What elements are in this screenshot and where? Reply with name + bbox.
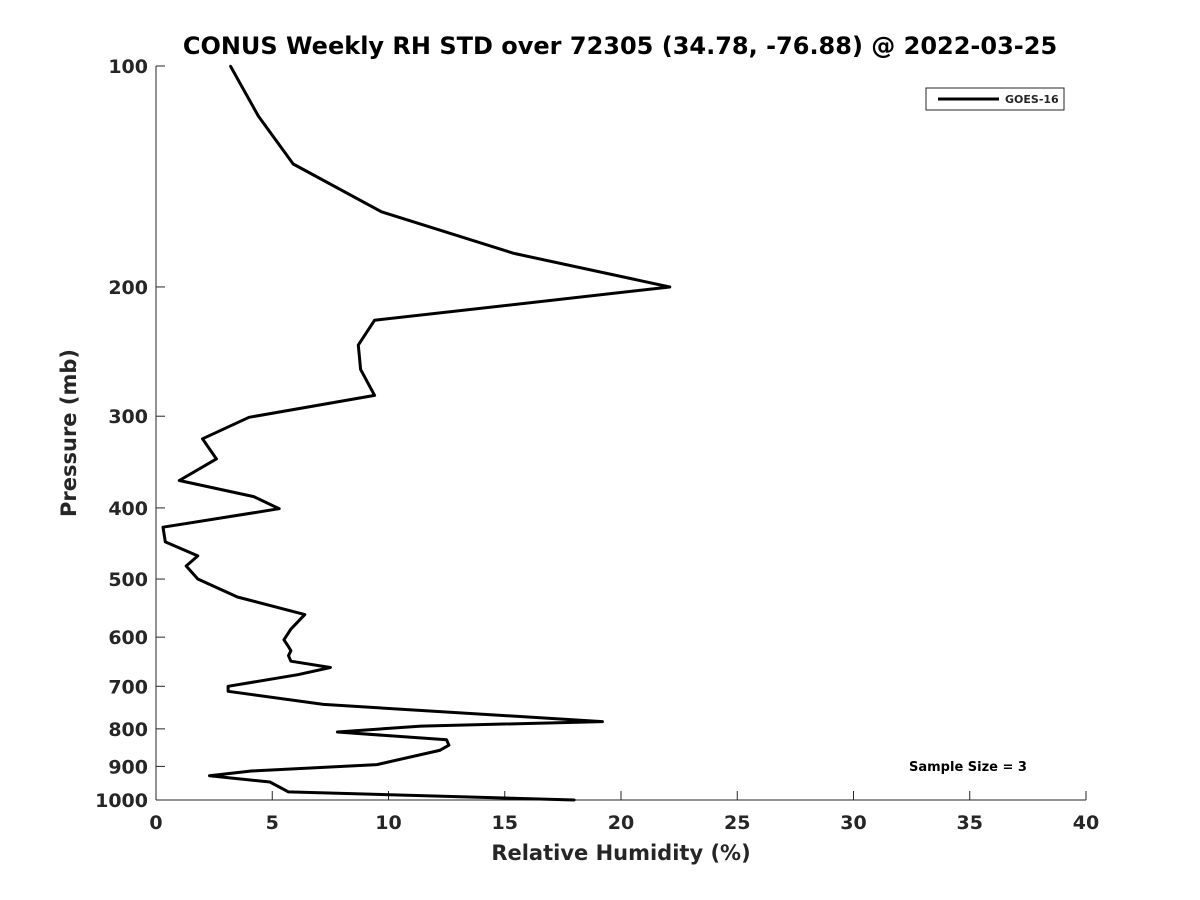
x-tick-label: 10 [375, 812, 401, 834]
x-tick-label: 0 [149, 812, 162, 834]
sample-size-annotation: Sample Size = 3 [909, 760, 1027, 775]
y-tick-label: 100 [108, 56, 148, 78]
data-point [287, 645, 290, 648]
data-point [303, 613, 306, 616]
y-tick-label: 600 [108, 627, 148, 649]
data-point [208, 774, 211, 778]
x-tick-label: 40 [1073, 812, 1099, 834]
x-tick-label: 35 [957, 812, 983, 834]
data-point [257, 114, 260, 118]
x-tick-label: 30 [840, 812, 866, 834]
y-tick-label: 700 [108, 676, 148, 698]
data-point [201, 437, 204, 440]
data-point [329, 666, 332, 669]
y-tick-label: 200 [108, 277, 148, 299]
data-point [287, 654, 290, 657]
data-point [447, 743, 451, 747]
x-ticks: 0 5 10 15 20 25 30 35 40 [149, 791, 1099, 834]
data-point [161, 526, 165, 529]
y-tick-label: 1000 [95, 790, 148, 812]
data-point [196, 577, 200, 581]
data-point [359, 368, 362, 371]
data-point [573, 798, 576, 802]
data-point [296, 673, 300, 676]
data-point [289, 649, 293, 652]
data-point [512, 252, 516, 255]
data-point [250, 769, 253, 773]
data-point [419, 724, 423, 728]
data-point [215, 457, 218, 461]
data-point [287, 790, 290, 794]
data-point [178, 479, 181, 482]
data-point [668, 285, 672, 289]
data-point [282, 638, 286, 642]
x-tick-label: 15 [492, 812, 518, 834]
data-point [164, 540, 167, 544]
data-point [268, 780, 272, 784]
data-point [373, 394, 376, 397]
plot-area [155, 66, 1086, 801]
x-axis-label: Relative Humidity (%) [491, 841, 750, 865]
data-point [196, 554, 200, 558]
data-point [226, 690, 230, 693]
data-point [438, 749, 441, 752]
data-point [445, 738, 448, 742]
y-tick-label: 800 [108, 719, 148, 741]
data-point [375, 763, 379, 766]
data-point [336, 730, 339, 734]
data-point [289, 627, 293, 631]
data-point [357, 343, 360, 347]
data-point [380, 210, 383, 214]
data-point [289, 660, 293, 663]
data-point [247, 416, 251, 419]
y-tick-label: 400 [108, 498, 148, 520]
data-point [252, 495, 255, 498]
y-tick-label: 300 [108, 406, 148, 428]
chart-title: CONUS Weekly RH STD over 72305 (34.78, -… [183, 32, 1057, 60]
data-point [373, 319, 376, 322]
series-line-goes-16 [161, 65, 672, 802]
y-tick-label: 500 [108, 569, 148, 591]
data-point [322, 703, 325, 706]
data-point [291, 162, 295, 166]
legend: GOES-16 [925, 87, 1065, 111]
data-point [236, 595, 239, 599]
legend-label: GOES-16 [1005, 93, 1059, 106]
x-tick-label: 5 [266, 812, 279, 834]
x-tick-label: 20 [608, 812, 634, 834]
data-point [278, 507, 281, 510]
y-ticks: 100 200 300 400 500 600 700 800 900 1000 [95, 56, 165, 812]
data-point [229, 64, 232, 68]
data-point [185, 564, 188, 568]
y-tick-label: 900 [108, 756, 148, 778]
data-point [601, 720, 604, 723]
series-points [161, 64, 672, 802]
y-axis-label: Pressure (mb) [57, 349, 81, 517]
data-point [226, 685, 230, 688]
x-tick-label: 25 [724, 812, 750, 834]
